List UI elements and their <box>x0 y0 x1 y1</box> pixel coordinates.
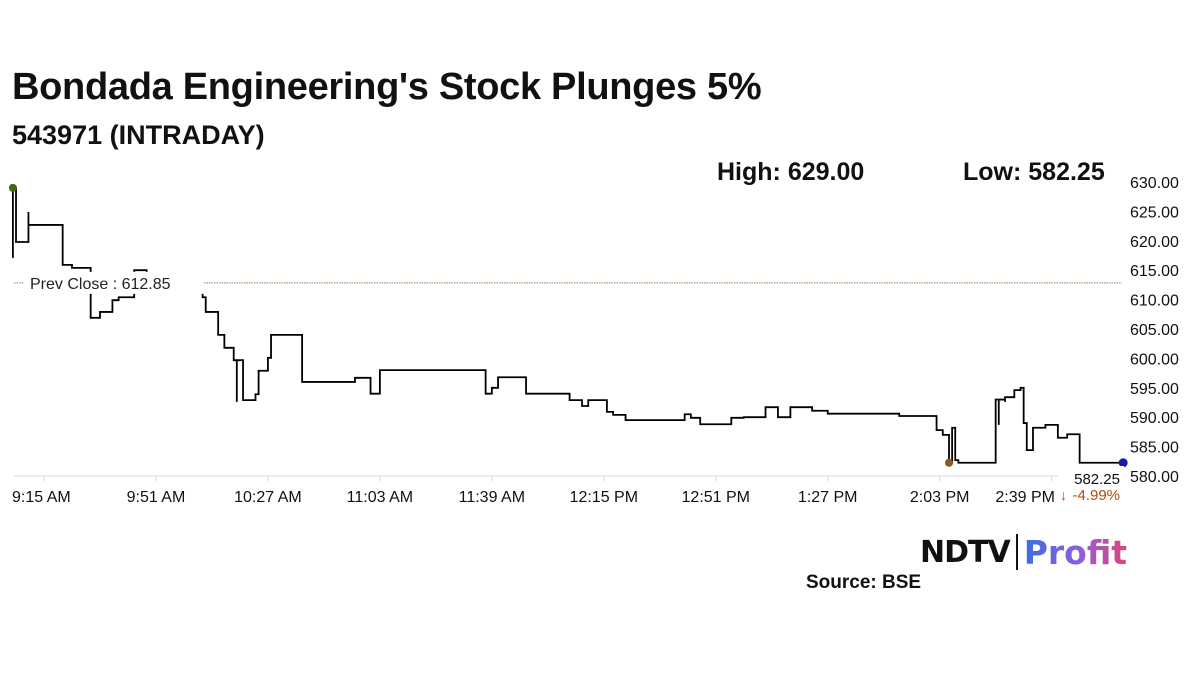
y-tick-label: 595.00 <box>1130 381 1179 398</box>
last-price-label: 582.25 <box>1074 471 1120 488</box>
change-percent-label: -4.99% <box>1072 487 1120 504</box>
y-tick-label: 630.00 <box>1130 175 1179 192</box>
ndtv-profit-logo: NDTV Profit <box>920 532 1127 572</box>
x-tick-label: 12:51 PM <box>682 489 750 506</box>
prev-close-label: Prev Close : 612.85 <box>30 276 171 293</box>
y-tick-label: 605.00 <box>1130 322 1179 339</box>
y-tick-label: 585.00 <box>1130 440 1179 457</box>
last-price-marker <box>1118 458 1128 468</box>
logo-divider <box>1015 534 1018 570</box>
low-marker <box>945 458 954 467</box>
chart-subtitle: 543971 (INTRADAY) <box>12 120 265 150</box>
y-tick-label: 615.00 <box>1130 263 1179 280</box>
logo-profit: Profit <box>1023 532 1128 572</box>
last-price-bg <box>1058 466 1124 502</box>
y-tick-label: 625.00 <box>1130 204 1179 221</box>
x-tick-label: 11:39 AM <box>459 489 525 506</box>
x-tick-label: 10:27 AM <box>234 489 302 506</box>
down-arrow-icon: ↓ <box>1060 487 1067 503</box>
source-label: Source: BSE <box>806 572 922 593</box>
y-tick-label: 590.00 <box>1130 410 1179 427</box>
x-tick-label: 11:03 AM <box>347 489 413 506</box>
chart-title: Bondada Engineering's Stock Plunges 5% <box>12 66 762 108</box>
y-tick-label: 580.00 <box>1130 469 1179 486</box>
x-tick-label: 12:15 PM <box>570 489 638 506</box>
x-tick-label: 2:03 PM <box>910 489 970 506</box>
prev-close-label-bg <box>24 271 204 294</box>
high-marker <box>8 183 17 192</box>
logo-ndtv: NDTV <box>920 534 1011 570</box>
high-label: High: 629.00 <box>717 158 865 186</box>
price-line <box>12 186 1124 464</box>
y-tick-label: 600.00 <box>1130 351 1179 368</box>
y-tick-label: 620.00 <box>1130 234 1179 251</box>
x-tick-label: 2:39 PM <box>995 489 1055 506</box>
y-tick-label: 610.00 <box>1130 293 1179 310</box>
x-tick-label: 9:15 AM <box>12 489 71 506</box>
x-tick-label: 9:51 AM <box>127 489 186 506</box>
low-label: Low: 582.25 <box>963 158 1105 186</box>
x-tick-label: 1:27 PM <box>798 489 858 506</box>
